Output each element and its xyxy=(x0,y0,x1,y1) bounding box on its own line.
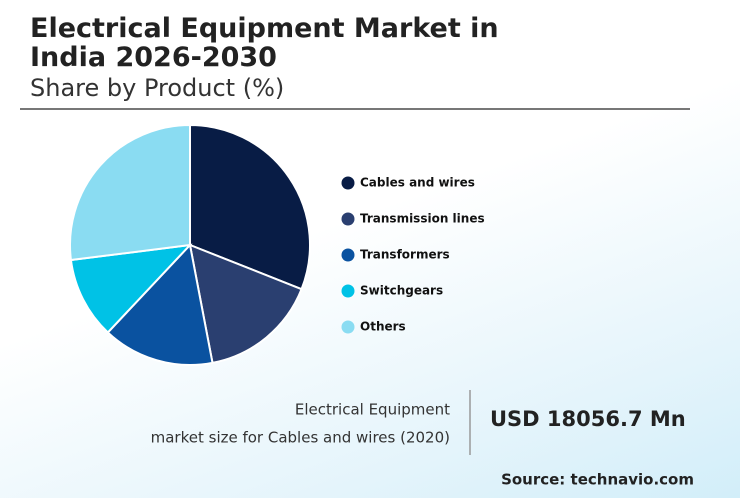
legend-label: Others xyxy=(360,320,406,334)
callout-label: market size for Cables and wires (2020) xyxy=(151,429,450,447)
chart-title: Electrical Equipment Market in India 202… xyxy=(30,13,499,73)
callout-label: Electrical Equipment xyxy=(295,401,450,419)
legend-label: Transformers xyxy=(360,248,450,262)
pie-slice xyxy=(69,123,191,262)
legend-swatch xyxy=(341,284,355,298)
legend-label: Transmission lines xyxy=(360,212,485,226)
pie-slice xyxy=(69,243,193,334)
source: Source: technavio.com xyxy=(501,471,694,489)
divider xyxy=(20,108,690,110)
legend-label: Switchgears xyxy=(360,284,443,298)
chart-subtitle: Share by Product (%) xyxy=(30,74,285,102)
callout-value: USD 18056.7 Mn xyxy=(490,407,686,431)
pie-slice xyxy=(189,123,311,291)
legend-swatch xyxy=(341,320,355,334)
legend-swatch xyxy=(341,248,355,262)
legend-swatch xyxy=(341,212,355,226)
legend-label: Cables and wires xyxy=(360,176,475,190)
legend-swatch xyxy=(341,176,355,190)
pie-slice xyxy=(188,243,303,365)
pie-slice xyxy=(106,242,214,366)
